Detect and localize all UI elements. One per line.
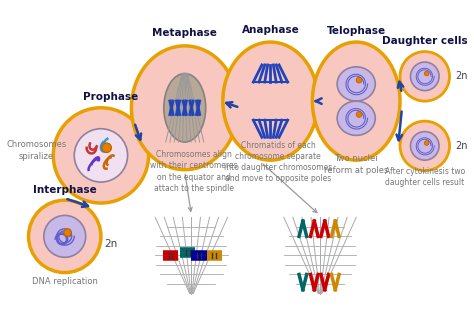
Ellipse shape: [337, 101, 375, 135]
Text: After cytokinesis two
daughter cells result: After cytokinesis two daughter cells res…: [385, 167, 465, 187]
Circle shape: [356, 77, 362, 83]
Ellipse shape: [164, 74, 206, 142]
Text: Prophase: Prophase: [83, 92, 138, 102]
Text: 2n: 2n: [455, 71, 468, 81]
Text: Daughter cells: Daughter cells: [382, 36, 467, 46]
Ellipse shape: [400, 121, 449, 171]
Ellipse shape: [28, 200, 101, 273]
Text: Metaphase: Metaphase: [152, 28, 217, 38]
Ellipse shape: [53, 108, 148, 203]
Text: 2n: 2n: [105, 239, 118, 249]
Text: 2n: 2n: [455, 141, 468, 151]
Text: Telophase: Telophase: [327, 26, 386, 36]
Ellipse shape: [312, 42, 400, 160]
Text: Interphase: Interphase: [33, 184, 97, 195]
Ellipse shape: [44, 215, 86, 257]
Ellipse shape: [410, 62, 439, 91]
Text: Chromosomes align
with their centromeres
on the equator and
attach to the spindl: Chromosomes align with their centromeres…: [150, 150, 238, 193]
Ellipse shape: [337, 67, 375, 101]
Circle shape: [356, 112, 362, 117]
Text: DNA replication: DNA replication: [32, 277, 98, 286]
Text: Two nuclei
reform at poles: Two nuclei reform at poles: [324, 154, 388, 175]
Text: Chromosomes
spiralize: Chromosomes spiralize: [6, 140, 66, 161]
Text: Chromatids of each
chromosome separate
into daughter chromosomes
and move to opp: Chromatids of each chromosome separate i…: [224, 141, 332, 183]
Ellipse shape: [131, 46, 238, 170]
Circle shape: [64, 229, 72, 236]
Circle shape: [102, 143, 111, 153]
Text: Anaphase: Anaphase: [242, 25, 300, 35]
Ellipse shape: [410, 131, 439, 160]
Circle shape: [424, 141, 429, 146]
Ellipse shape: [400, 52, 449, 101]
Circle shape: [424, 71, 429, 76]
Ellipse shape: [223, 42, 318, 160]
Ellipse shape: [74, 129, 128, 182]
